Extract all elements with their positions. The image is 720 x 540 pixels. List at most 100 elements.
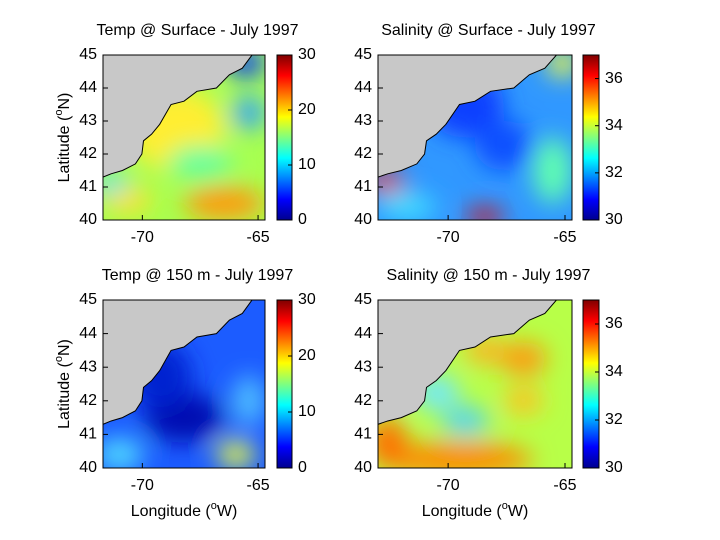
colorbar [276, 299, 293, 469]
y-tick-label: 45 [354, 291, 372, 308]
colorbar-tick-label: 30 [605, 459, 623, 476]
y-tick-label: 45 [79, 46, 97, 63]
y-tick-label: 43 [354, 358, 372, 375]
y-axis-label-part: Latitude ( [56, 115, 73, 182]
field-blob [216, 441, 256, 468]
y-axis-label-part: Latitude ( [56, 361, 73, 428]
field-blob [103, 173, 128, 194]
y-tick-label: 40 [354, 459, 372, 476]
land [103, 55, 253, 178]
y-axis-label-part: N) [56, 93, 73, 110]
colorbar-tick-label: 30 [605, 211, 623, 228]
y-tick-label: 41 [79, 426, 97, 443]
colorbar-tick-label: 30 [298, 46, 316, 63]
colorbar-tick-label: 10 [298, 403, 316, 420]
y-tick-label: 44 [354, 325, 372, 342]
y-tick-label: 44 [354, 79, 372, 96]
field-blob [232, 96, 265, 130]
colorbar-tick-label: 20 [298, 347, 316, 364]
colorbar-tick-label: 32 [605, 164, 623, 181]
colorbar [276, 54, 293, 221]
x-axis-label-part: W) [217, 503, 237, 520]
field-blobs [103, 55, 265, 220]
colorbar-tick-label: 0 [298, 211, 307, 228]
x-tick-label: -70 [437, 477, 460, 494]
colorbar-tick-label: 36 [605, 315, 623, 332]
y-axis-label-part: N) [56, 339, 73, 356]
y-axis-label: Latitude (oN) [53, 339, 73, 429]
colorbar-tick-label: 36 [605, 70, 623, 87]
y-tick-label: 41 [354, 178, 372, 195]
colorbar-tick-label: 32 [605, 411, 623, 428]
field-blob [378, 193, 437, 220]
field-blob [475, 121, 534, 171]
x-axis-label: Longitude (oW) [131, 500, 238, 520]
field-blob [378, 172, 406, 192]
plot-frame [102, 299, 266, 469]
y-tick-label: 42 [79, 392, 97, 409]
x-tick-label: -65 [553, 477, 576, 494]
colorbar-tick-label: 0 [298, 459, 307, 476]
land [103, 300, 253, 425]
y-tick-label: 45 [354, 46, 372, 63]
field-blob [184, 187, 265, 220]
colorbar [582, 299, 600, 469]
x-tick-label: -70 [131, 477, 154, 494]
panel-title: Temp @ Surface - July 1997 [96, 22, 298, 39]
x-axis-label-part: o [502, 500, 508, 512]
land [378, 55, 558, 178]
field [103, 55, 265, 220]
field-blob [533, 137, 572, 204]
field-blob [103, 437, 144, 468]
field-blob [232, 375, 265, 426]
colorbar-tick-label: 34 [605, 117, 623, 134]
x-axis-label-part: W) [508, 503, 528, 520]
y-tick-label: 40 [79, 459, 97, 476]
field [103, 300, 265, 468]
plot-frame [102, 54, 266, 221]
field-blob [167, 145, 233, 179]
plot-frame [377, 54, 573, 221]
y-tick-label: 42 [354, 392, 372, 409]
y-tick-label: 44 [79, 79, 97, 96]
y-tick-label: 43 [354, 112, 372, 129]
y-tick-label: 43 [79, 358, 97, 375]
x-axis-label-part: o [211, 500, 217, 512]
x-axis-label-part: Longitude ( [131, 503, 212, 520]
field-blob [504, 387, 543, 415]
colorbar [582, 54, 600, 221]
field-blob [546, 55, 572, 77]
colorbar-tick-label: 34 [605, 363, 623, 380]
y-tick-label: 41 [79, 178, 97, 195]
field-blob [465, 208, 505, 220]
y-tick-label: 40 [79, 211, 97, 228]
colorbar-tick-label: 20 [298, 101, 316, 118]
field-blob [500, 342, 547, 376]
x-tick-label: -65 [246, 477, 269, 494]
field-blob [103, 187, 152, 214]
plot-frame [377, 299, 573, 469]
x-tick-label: -65 [553, 229, 576, 246]
field [378, 300, 572, 468]
y-tick-label: 42 [79, 145, 97, 162]
y-tick-label: 42 [354, 145, 372, 162]
y-tick-label: 40 [354, 211, 372, 228]
x-axis-label-part: Longitude ( [422, 503, 503, 520]
x-tick-label: -70 [437, 229, 460, 246]
y-axis-label-part: o [53, 110, 65, 116]
field [378, 55, 572, 220]
x-tick-label: -70 [131, 229, 154, 246]
land [378, 300, 558, 425]
field-blobs [378, 336, 547, 468]
x-axis-label: Longitude (oW) [422, 500, 529, 520]
y-tick-label: 41 [354, 426, 372, 443]
y-tick-label: 43 [79, 112, 97, 129]
x-tick-label: -65 [246, 229, 269, 246]
field-blob [378, 417, 408, 468]
y-axis-label-part: o [53, 356, 65, 362]
y-axis-label: Latitude (oN) [53, 93, 73, 183]
y-tick-label: 44 [79, 325, 97, 342]
field-blob [378, 442, 534, 468]
y-tick-label: 45 [79, 291, 97, 308]
